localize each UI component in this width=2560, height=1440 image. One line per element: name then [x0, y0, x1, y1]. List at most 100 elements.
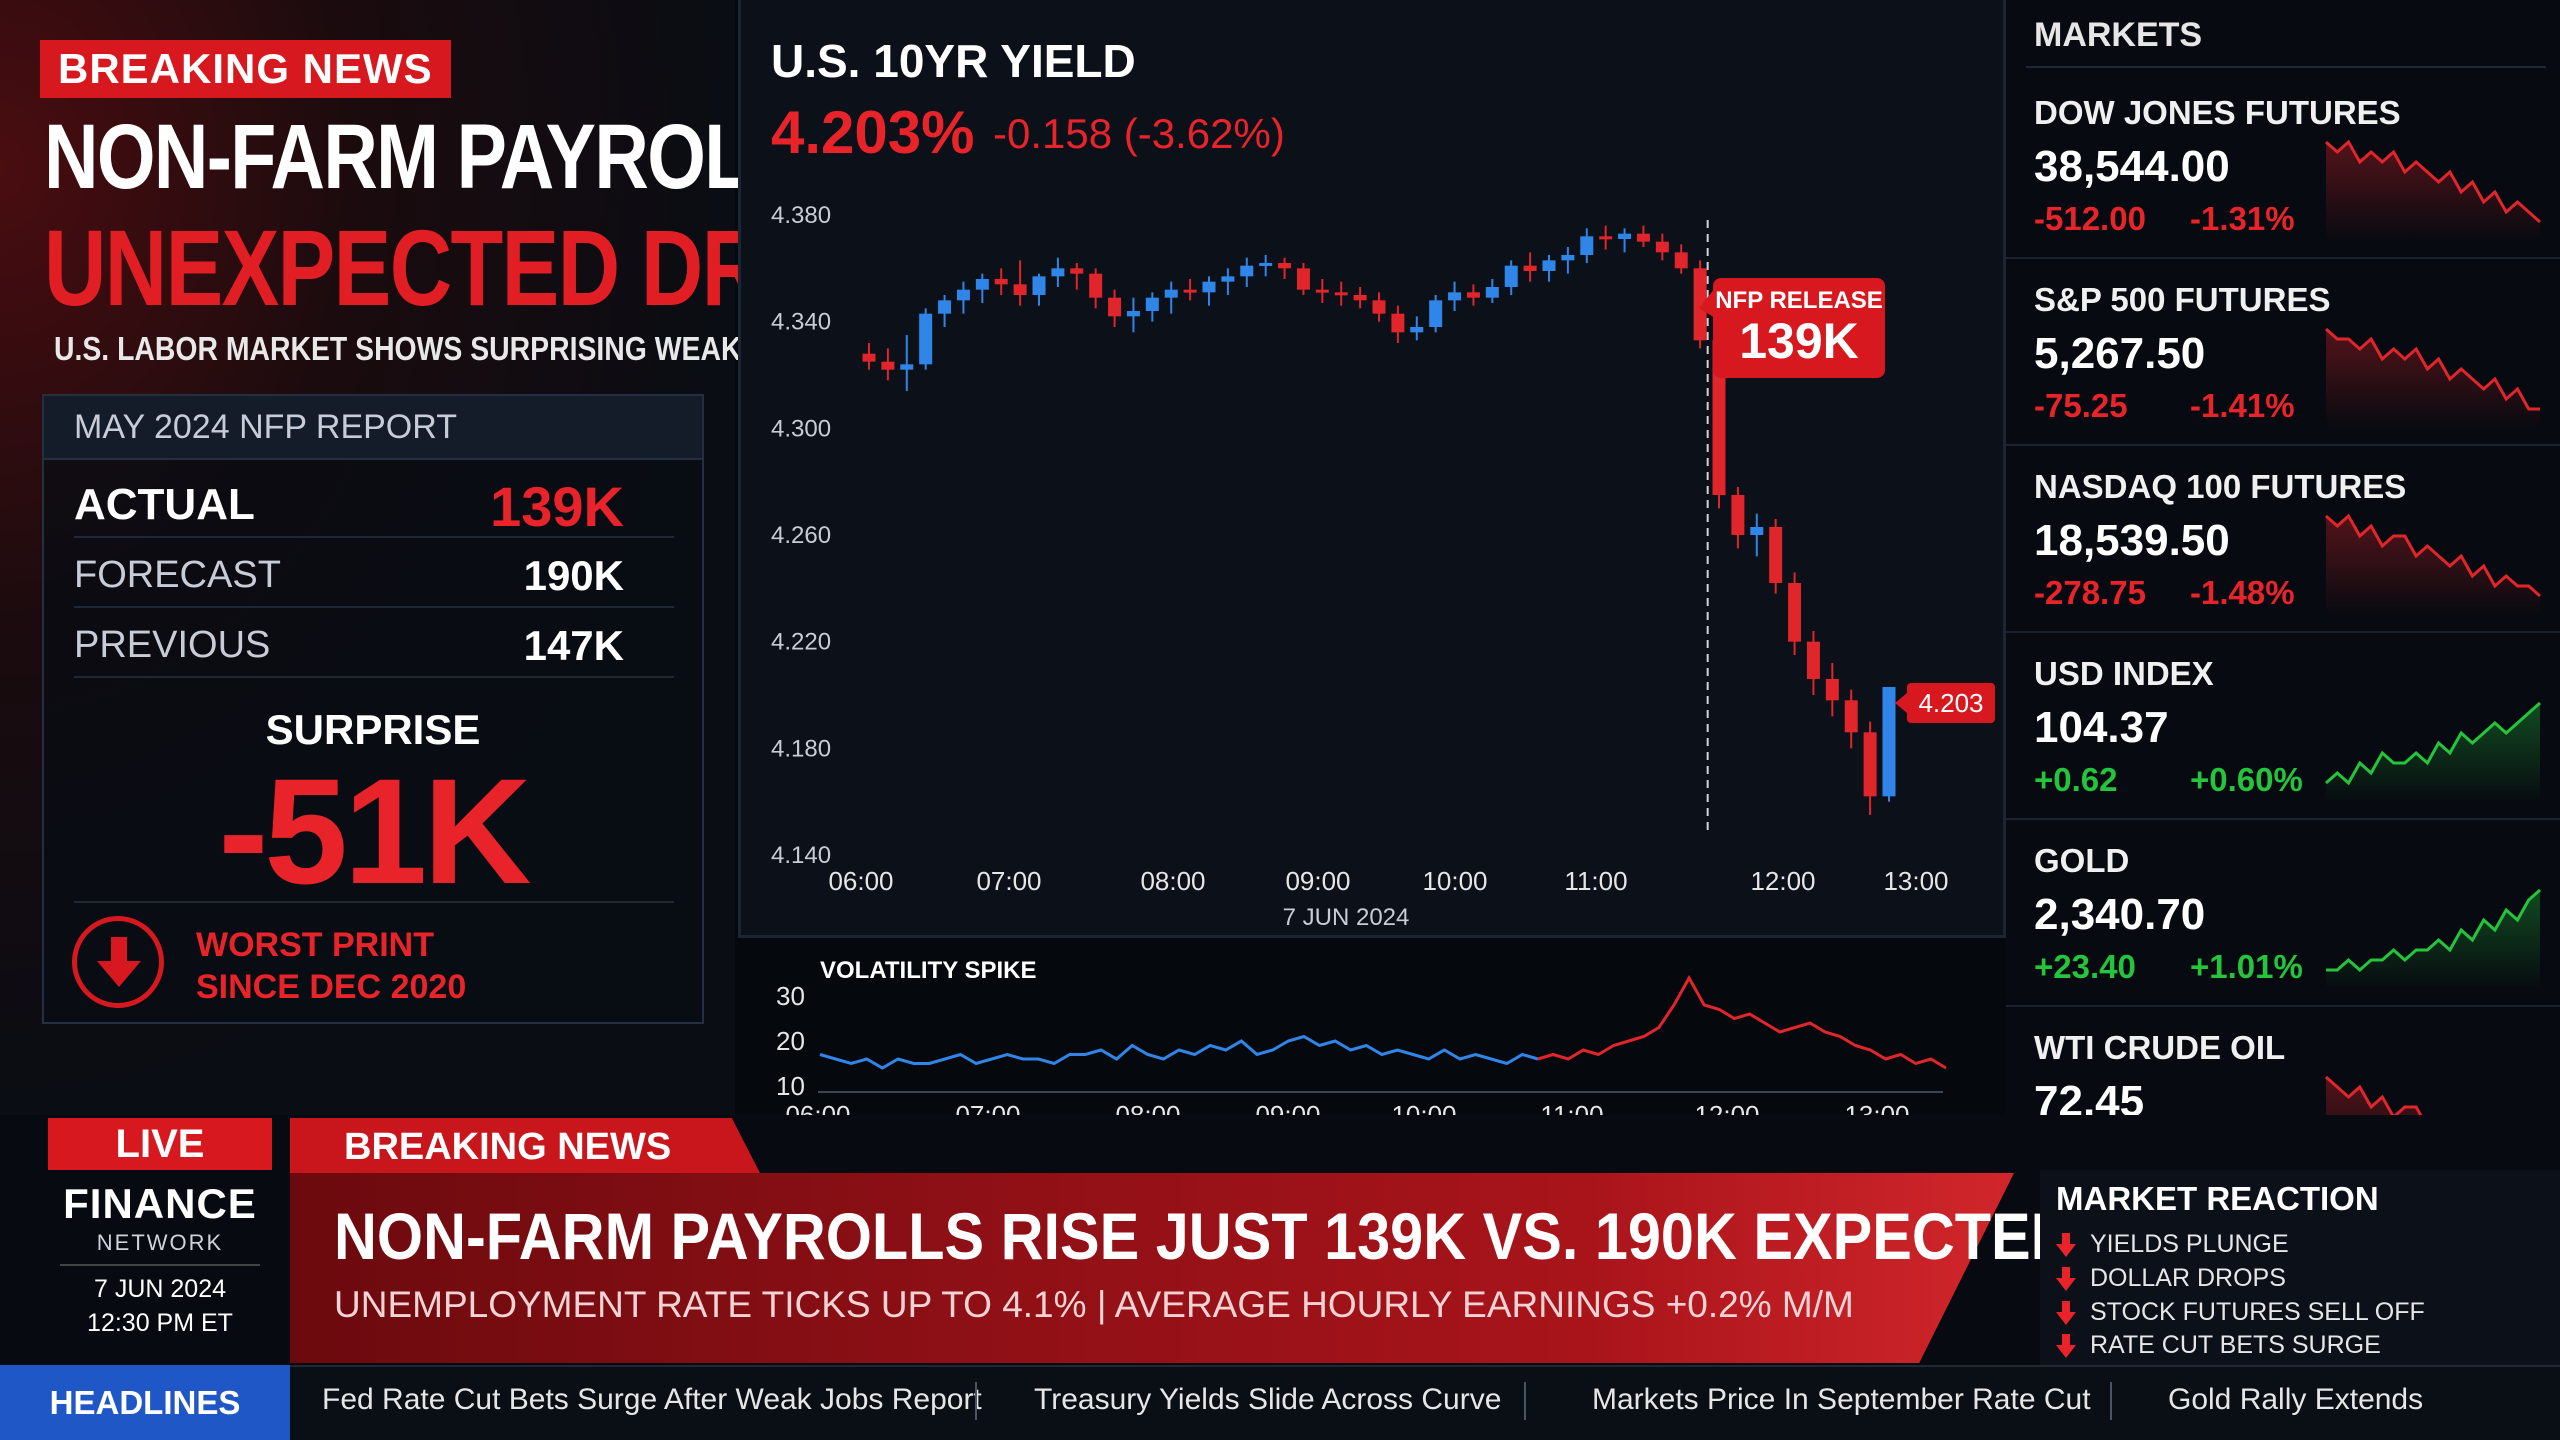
market-change: +23.40	[2034, 948, 2136, 985]
surprise-label: SURPRISE	[265, 706, 481, 753]
row-label: PREVIOUS	[74, 624, 271, 666]
candle-body	[1259, 263, 1273, 266]
candle-body	[1580, 236, 1594, 255]
row-value: 190K	[523, 552, 624, 599]
nfp-annotation-box	[1713, 278, 1885, 378]
sparkline	[2325, 513, 2541, 616]
reaction-text: DOLLAR DROPS	[2090, 1264, 2286, 1292]
candle-body	[1315, 289, 1329, 293]
report-row-forecast: FORECAST 190K	[74, 538, 674, 608]
headline-line-1: NON-FARM PAYROLLS	[44, 106, 843, 208]
arrow-down-icon	[2056, 1267, 2076, 1292]
sparkline-line	[2325, 327, 2540, 411]
candle-body	[1466, 292, 1480, 298]
row-label: FORECAST	[74, 554, 281, 596]
candle-body	[1032, 276, 1046, 295]
ticker-item[interactable]: Gold Rally Extends	[2168, 1383, 2424, 1416]
x-tick-label: 13:00	[1883, 866, 1948, 896]
divider	[738, 935, 2006, 938]
y-tick-label: 4.220	[771, 629, 831, 656]
candle-body	[1013, 284, 1027, 295]
last-price-pointer	[1895, 693, 1907, 713]
volatility-title: VOLATILITY SPIKE	[820, 957, 1036, 984]
candle-body	[1731, 495, 1745, 535]
ticker-separator	[975, 1382, 977, 1420]
yield-change: -0.158 (-3.62%)	[993, 110, 1285, 157]
candle-body	[1844, 700, 1858, 733]
sparkline-area	[2326, 142, 2540, 242]
candle-body	[1353, 295, 1367, 301]
market-name: USD INDEX	[2034, 655, 2214, 692]
x-tick-label: 09:00	[1285, 866, 1350, 896]
ticker-item[interactable]: Fed Rate Cut Bets Surge After Weak Jobs …	[322, 1383, 982, 1416]
y-tick-label: 4.300	[771, 415, 831, 442]
report-row-previous: PREVIOUS 147K	[74, 608, 674, 678]
candle-body	[1202, 281, 1216, 293]
reaction-item: RATE CUT BETS SURGE	[2056, 1331, 2381, 1360]
market-reaction-title: MARKET REACTION	[2056, 1180, 2379, 1217]
candle-body	[1221, 276, 1235, 282]
candle-body	[1788, 583, 1802, 642]
ticker-item[interactable]: Treasury Yields Slide Across Curve	[1034, 1383, 1502, 1416]
sparkline-line	[2325, 701, 2541, 786]
headlines-ticker	[0, 1365, 2560, 1440]
annotation-label: NFP RELEASE	[1715, 287, 1883, 314]
sparkline	[2325, 327, 2540, 429]
candle-body	[1391, 313, 1405, 333]
candle-body	[900, 364, 914, 370]
headlines-label: HEADLINES	[0, 1365, 290, 1440]
candle-body	[881, 361, 895, 370]
market-item[interactable]: DOW JONES FUTURES 38,544.00 -512.00 -1.3…	[2006, 72, 2560, 259]
sparkline-line	[2325, 139, 2541, 224]
market-item[interactable]: NASDAQ 100 FUTURES 18,539.50 -278.75 -1.…	[2006, 446, 2560, 633]
market-name: GOLD	[2034, 842, 2130, 879]
sparkline-line	[2325, 513, 2541, 598]
candle-body	[1164, 289, 1178, 298]
candle-body	[1674, 252, 1688, 269]
report-row-actual: ACTUAL 139K	[74, 466, 674, 538]
candle-body	[938, 300, 952, 314]
market-name: WTI CRUDE OIL	[2034, 1029, 2286, 1066]
lower-third-headline: NON-FARM PAYROLLS RISE JUST 139K VS. 190…	[334, 1199, 2074, 1273]
candle-body	[1145, 297, 1159, 311]
chart-date-label: 7 JUN 2024	[1283, 904, 1410, 931]
sparkline-area	[2326, 329, 2540, 429]
breaking-news-tab	[290, 1118, 760, 1173]
last-price-tag	[1907, 683, 1995, 723]
subheadline: U.S. LABOR MARKET SHOWS SURPRISING WEAKN…	[54, 330, 819, 367]
reaction-item: DOLLAR DROPS	[2056, 1264, 2286, 1293]
worst-print-note: WORST PRINT SINCE DEC 2020	[196, 924, 466, 1008]
candle-body	[1070, 268, 1084, 274]
market-price: 18,539.50	[2034, 516, 2230, 565]
candle-body	[1504, 265, 1518, 287]
candle-body	[1183, 289, 1197, 293]
reaction-text: YIELDS PLUNGE	[2090, 1230, 2289, 1258]
candle-body	[1806, 641, 1820, 679]
market-item[interactable]: S&P 500 FUTURES 5,267.50 -75.25 -1.41%	[2006, 259, 2560, 446]
network-name: FINANCE	[63, 1180, 257, 1227]
candle-body	[1825, 679, 1839, 701]
candle-body	[1410, 327, 1424, 333]
broadcast-time: 12:30 PM ET	[87, 1309, 233, 1337]
breaking-news-badge: BREAKING NEWS	[40, 40, 451, 98]
market-change: +0.62	[2034, 761, 2118, 798]
market-name: DOW JONES FUTURES	[2034, 94, 2401, 131]
reaction-text: STOCK FUTURES SELL OFF	[2090, 1298, 2425, 1326]
candle-body	[1296, 268, 1310, 290]
candle-body	[919, 313, 933, 365]
yield-price: 4.203%	[771, 99, 975, 166]
market-item[interactable]: USD INDEX 104.37 +0.62 +0.60%	[2006, 633, 2560, 820]
market-name: S&P 500 FUTURES	[2034, 281, 2331, 318]
y-tick-label: 4.260	[771, 522, 831, 549]
row-label: ACTUAL	[74, 480, 255, 529]
x-tick-label: 12:00	[1750, 866, 1815, 896]
candle-body	[1636, 233, 1650, 242]
ticker-item[interactable]: Markets Price In September Rate Cut	[1592, 1383, 2091, 1416]
lower-third-headline-box	[290, 1173, 2014, 1363]
market-reaction-box: MARKET REACTION YIELDS PLUNGE DOLLAR DRO…	[2040, 1170, 2560, 1366]
arrow-down-icon	[2056, 1334, 2076, 1359]
ticker-separator	[2110, 1382, 2112, 1420]
y-tick-label: 4.340	[771, 309, 831, 336]
surprise-value: -51K	[218, 747, 531, 915]
market-item[interactable]: GOLD 2,340.70 +23.40 +1.01%	[2006, 820, 2560, 1007]
